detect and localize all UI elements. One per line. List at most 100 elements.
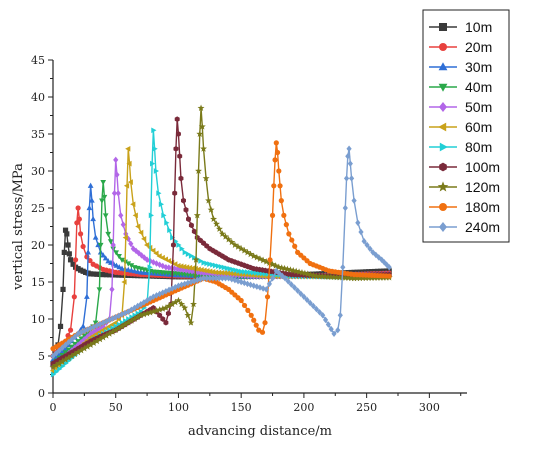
data-point [184, 264, 190, 271]
data-point [62, 341, 69, 349]
data-point [288, 281, 294, 288]
data-point [62, 356, 70, 363]
data-point [200, 275, 207, 282]
data-point [285, 278, 291, 285]
data-point [130, 201, 136, 208]
data-point [84, 343, 91, 350]
data-point [127, 179, 133, 185]
legend-entry-100m: 100m [429, 159, 500, 175]
data-point [304, 296, 310, 304]
data-point [56, 347, 62, 354]
data-point [295, 287, 301, 294]
x-tick-label: 0 [50, 401, 57, 414]
data-point [172, 190, 178, 197]
data-point [181, 304, 189, 311]
data-point [85, 249, 91, 255]
data-point [344, 274, 352, 281]
data-point [64, 231, 70, 237]
data-point [131, 315, 139, 322]
data-point [283, 222, 289, 228]
legend-label: 30m [465, 59, 492, 75]
legend-marker [439, 43, 447, 51]
series-line-180m [52, 142, 390, 350]
data-point [187, 319, 195, 326]
data-point [277, 183, 283, 189]
data-point [63, 360, 69, 367]
data-point [336, 273, 344, 281]
legend-entry-10m: 10m [429, 19, 492, 35]
data-point [224, 265, 230, 272]
data-point [256, 270, 263, 277]
data-point [105, 231, 112, 238]
data-point [386, 263, 392, 271]
data-point [72, 257, 79, 263]
x-tick-label: 250 [356, 401, 377, 414]
data-point [157, 312, 163, 319]
data-point [151, 127, 157, 134]
data-point [67, 257, 74, 263]
data-point [146, 308, 154, 316]
data-point [118, 322, 126, 330]
y-tick-label: 5 [38, 350, 45, 363]
data-point [174, 296, 182, 304]
legend-marker [439, 142, 448, 152]
data-point [170, 234, 176, 241]
data-point [65, 354, 73, 361]
data-point [57, 366, 63, 372]
data-point [80, 243, 86, 250]
data-point [205, 196, 213, 204]
data-point [84, 333, 91, 340]
data-point [179, 245, 185, 252]
data-point [322, 316, 329, 324]
data-point [201, 259, 207, 266]
series-line-10m [52, 229, 390, 364]
data-point [241, 302, 248, 309]
series-120m [49, 104, 393, 371]
data-point [263, 286, 269, 293]
data-point [99, 198, 105, 204]
data-point [337, 312, 343, 319]
data-point [132, 212, 138, 219]
data-point [348, 175, 355, 182]
data-point [164, 219, 170, 226]
data-point [221, 264, 227, 271]
x-tick-label: 300 [419, 401, 440, 414]
data-point [325, 321, 331, 328]
data-point [188, 252, 195, 259]
data-point [247, 269, 254, 276]
data-point [74, 348, 82, 356]
data-point [178, 263, 184, 270]
data-point [218, 263, 225, 270]
data-point [210, 215, 218, 223]
y-tick-label: 35 [31, 128, 45, 141]
x-axis-title: advancing distance/m [188, 424, 332, 439]
data-point [161, 212, 167, 219]
data-point [52, 361, 60, 369]
data-point [50, 352, 56, 360]
y-tick-label: 25 [31, 202, 45, 215]
data-point [110, 241, 116, 249]
data-point [105, 330, 113, 337]
legend-entry-120m: 120m [429, 179, 500, 195]
data-point [330, 273, 338, 281]
data-point [225, 235, 233, 243]
y-tick-label: 10 [31, 313, 45, 326]
data-point [96, 287, 103, 293]
data-point [259, 256, 267, 264]
data-point [204, 275, 210, 282]
legend-entry-40m: 40m [429, 79, 492, 95]
data-point [107, 239, 114, 245]
data-point [165, 310, 171, 317]
data-point [222, 275, 229, 282]
legend-marker [439, 203, 447, 211]
data-point [271, 183, 277, 189]
data-point [60, 286, 66, 292]
y-tick-label: 30 [31, 165, 45, 178]
data-point [111, 189, 118, 197]
data-point [153, 168, 159, 174]
data-point [201, 267, 207, 274]
legend-label: 180m [465, 199, 500, 215]
data-point [163, 319, 169, 326]
legend-marker [438, 83, 448, 92]
data-point [264, 294, 271, 300]
